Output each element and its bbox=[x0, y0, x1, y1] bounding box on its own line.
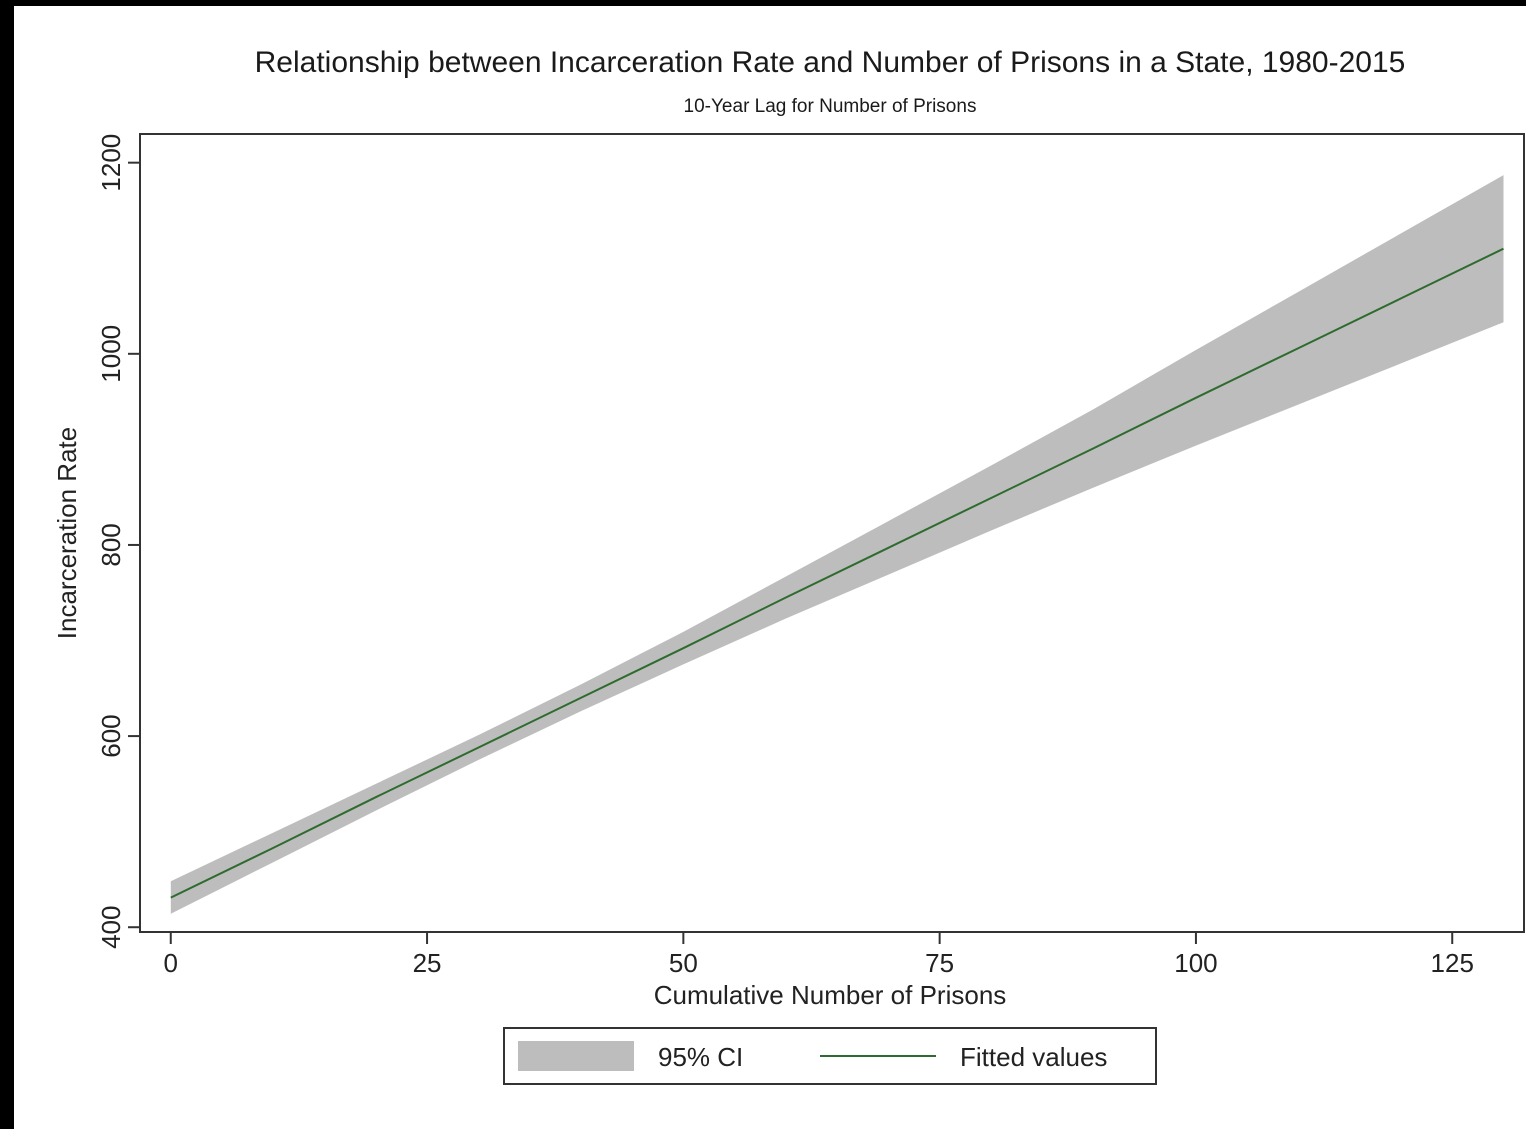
x-tick-label: 100 bbox=[1174, 948, 1217, 978]
y-tick-label: 800 bbox=[96, 523, 126, 566]
legend: 95% CI Fitted values bbox=[503, 1027, 1157, 1085]
x-tick-label: 25 bbox=[413, 948, 442, 978]
ci-band-layer bbox=[170, 175, 1504, 914]
chart-svg: Relationship between Incarceration Rate … bbox=[52, 46, 1525, 1085]
y-tick-label: 1200 bbox=[96, 134, 126, 192]
fitted-line-layer bbox=[170, 247, 1504, 899]
chart-title: Relationship between Incarceration Rate … bbox=[255, 46, 1406, 79]
ci-band bbox=[170, 175, 1504, 914]
x-tick-label: 75 bbox=[925, 948, 954, 978]
x-axis-title: Cumulative Number of Prisons bbox=[654, 980, 1007, 1010]
legend-ci-swatch bbox=[518, 1041, 634, 1071]
legend-fitted-label: Fitted values bbox=[960, 1042, 1107, 1072]
x-tick-label: 50 bbox=[669, 948, 698, 978]
y-tick-label: 400 bbox=[96, 906, 126, 949]
plot-area-frame bbox=[139, 133, 1525, 933]
y-axis-ticks: 400 600 800 1000 1200 bbox=[96, 134, 140, 949]
x-tick-label: 125 bbox=[1431, 948, 1474, 978]
y-tick-label: 600 bbox=[96, 714, 126, 757]
legend-ci-label: 95% CI bbox=[658, 1042, 743, 1072]
x-tick-label: 0 bbox=[164, 948, 178, 978]
y-axis-title: Incarceration Rate bbox=[52, 427, 82, 639]
chart-panel: Relationship between Incarceration Rate … bbox=[14, 6, 1526, 1129]
y-tick-label: 1000 bbox=[96, 325, 126, 383]
fitted-values-line bbox=[170, 247, 1504, 899]
x-axis-ticks: 0 25 50 75 100 125 bbox=[164, 932, 1474, 978]
chart-subtitle: 10-Year Lag for Number of Prisons bbox=[684, 96, 977, 117]
